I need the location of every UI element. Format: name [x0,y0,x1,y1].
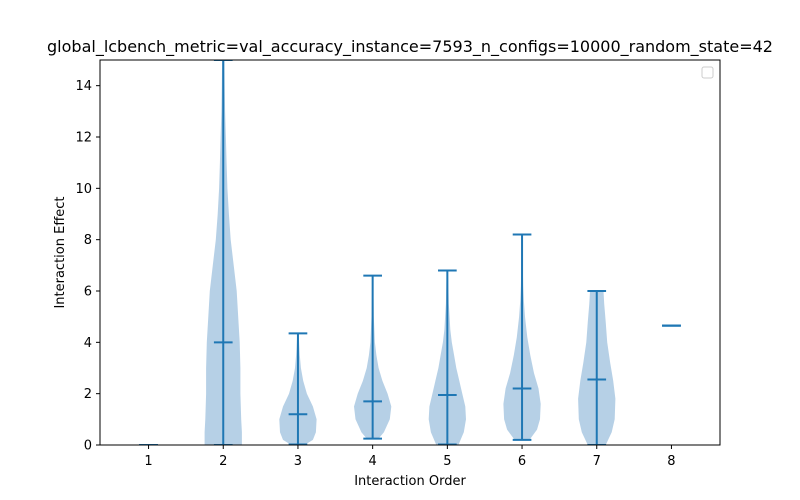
x-tick-label-1: 1 [144,454,152,469]
x-axis-ticks: 1 2 3 4 5 6 7 8 [144,445,676,469]
x-tick-label-2: 2 [219,454,227,469]
y-tick-label-12: 12 [75,131,92,146]
y-tick-label-0: 0 [84,439,92,454]
violin-bodies [204,60,616,445]
x-tick-label-8: 8 [667,454,675,469]
axes-frame [99,59,721,446]
y-axis-ticks: 0 2 4 6 8 10 12 14 [75,79,100,454]
y-tick-label-8: 8 [84,233,92,248]
x-tick-label-6: 6 [518,454,526,469]
y-tick-label-2: 2 [84,387,92,402]
y-tick-label-4: 4 [84,336,92,351]
x-tick-label-4: 4 [369,454,377,469]
chart-title: global_lcbench_metric=val_accuracy_insta… [47,37,773,57]
x-axis-label: Interaction Order [354,474,466,489]
x-tick-label-7: 7 [593,454,601,469]
y-tick-label-14: 14 [75,79,92,94]
x-tick-label-5: 5 [443,454,451,469]
y-tick-label-6: 6 [84,285,92,300]
plot-area [139,60,681,445]
legend-box [701,66,714,79]
x-tick-label-3: 3 [294,454,302,469]
y-tick-label-10: 10 [75,182,92,197]
violin-lines [139,60,681,445]
y-axis-label: Interaction Effect [53,196,68,308]
